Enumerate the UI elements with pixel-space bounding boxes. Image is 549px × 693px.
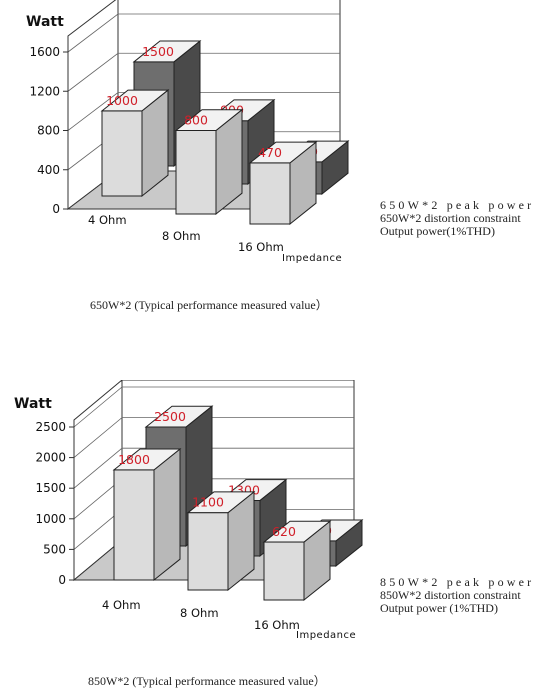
legend-850w-line-3: Output power (1%THD) <box>380 601 498 615</box>
y-tick-label: 1600 <box>29 45 60 59</box>
y-tick-label: 2000 <box>35 451 66 465</box>
peak-bar-0-value-label: 1500 <box>142 44 174 59</box>
constraint-bar-2-front <box>263 541 305 601</box>
constraint-bar-0-value-label: 1000 <box>106 93 138 108</box>
y-tick-label: 2500 <box>35 420 66 434</box>
constraint-bar-2-value-label: 470 <box>258 145 282 160</box>
x-axis-title: Impedance <box>296 630 356 641</box>
legend-650w-line-1: 650W*2 peak power <box>380 198 535 212</box>
constraint-bar-2-front <box>249 162 291 225</box>
legend-650w-line-3: Output power(1%THD) <box>380 224 495 238</box>
peak-bar-0-value-label: 2500 <box>154 409 186 424</box>
y-tick-label: 1500 <box>35 481 66 495</box>
y-tick-label: 400 <box>37 163 60 177</box>
constraint-bar-2-top <box>262 520 332 543</box>
legend-850w-line-1: 850W*2 peak power <box>380 575 535 589</box>
gridline <box>67 52 340 92</box>
peak-bar-0-top <box>132 40 202 63</box>
constraint-bar-0-top <box>100 89 170 112</box>
category-label-2: 16 Ohm <box>254 618 300 632</box>
constraint-bar-2-top <box>248 141 318 164</box>
constraint-bar-0-top <box>112 448 182 471</box>
y-tick-label: 800 <box>37 124 60 138</box>
y-axis-title: Watt <box>14 396 52 412</box>
caption-650w: 650W*2 (Typical performance measured val… <box>90 298 328 312</box>
y-tick-label: 0 <box>52 202 60 216</box>
y-axis-title: Watt <box>26 14 64 30</box>
category-label-0: 4 Ohm <box>88 213 127 227</box>
peak-bar-0-top <box>144 405 214 428</box>
constraint-bar-1-top <box>186 491 256 514</box>
constraint-bar-2-value-label: 620 <box>272 524 296 539</box>
constraint-bar-0-side <box>153 447 181 582</box>
y-tick-label: 1000 <box>35 512 66 526</box>
constraint-bar-1-front <box>187 512 229 591</box>
constraint-bar-1-value-label: 800 <box>184 113 208 128</box>
constraint-bar-0-value-label: 1800 <box>118 452 150 467</box>
constraint-bar-1-value-label: 1100 <box>192 495 224 510</box>
legend-650w-line-2: 650W*2 distortion constraint <box>380 211 521 225</box>
gridline <box>73 386 354 428</box>
gridline <box>73 447 354 489</box>
category-label-1: 8 Ohm <box>180 606 219 620</box>
x-axis-title: Impedance <box>282 253 342 264</box>
caption-850w: 850W*2 (Typical performance measured val… <box>88 674 326 688</box>
constraint-bar-0-front <box>113 469 155 581</box>
y-tick-label: 500 <box>43 542 66 556</box>
legend-650w: 650W*2 peak power 650W*2 distortion cons… <box>380 199 534 238</box>
gridline <box>73 417 354 458</box>
legend-850w-line-2: 850W*2 distortion constraint <box>380 588 521 602</box>
constraint-bar-1-front <box>175 130 217 215</box>
y-tick-label: 0 <box>58 573 66 587</box>
legend-850w: 850W*2 peak power 850W*2 distortion cons… <box>380 576 534 615</box>
category-label-1: 8 Ohm <box>162 229 201 243</box>
category-label-2: 16 Ohm <box>238 240 284 254</box>
category-label-0: 4 Ohm <box>102 598 141 612</box>
constraint-bar-1-top <box>174 109 244 131</box>
gridline <box>67 92 340 131</box>
y-tick-label: 1200 <box>29 84 60 98</box>
gridline <box>67 13 340 53</box>
constraint-bar-0-front <box>101 110 143 197</box>
